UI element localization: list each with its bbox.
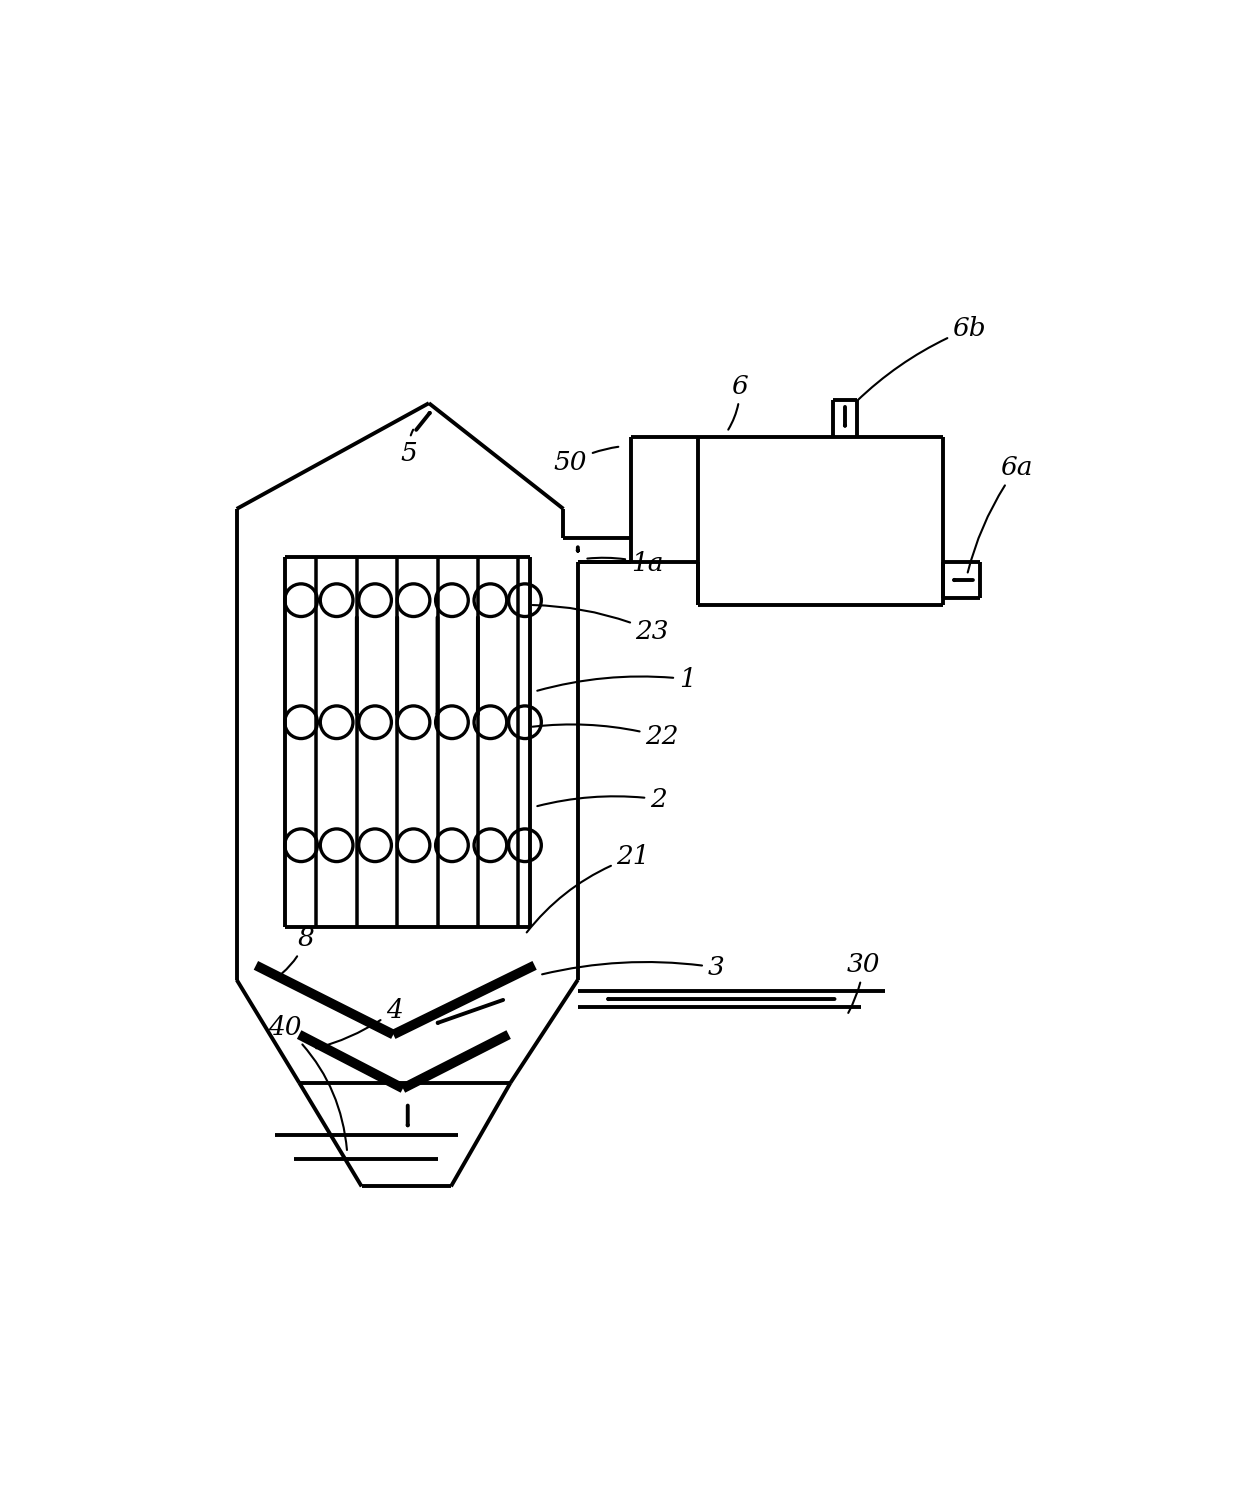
Text: 6b: 6b <box>857 316 986 401</box>
Text: 23: 23 <box>532 605 670 644</box>
Text: 1a: 1a <box>588 552 663 576</box>
Text: 6a: 6a <box>967 455 1033 573</box>
Text: 30: 30 <box>847 953 880 1013</box>
Text: 2: 2 <box>537 786 667 812</box>
Text: 5: 5 <box>401 429 417 466</box>
Text: 22: 22 <box>532 724 678 750</box>
Text: 50: 50 <box>554 446 619 475</box>
Text: 6: 6 <box>728 373 749 429</box>
Text: 3: 3 <box>542 956 724 980</box>
Text: 40: 40 <box>268 1015 347 1151</box>
Text: 8: 8 <box>281 927 314 974</box>
Text: 1: 1 <box>537 667 696 691</box>
Text: 4: 4 <box>316 998 403 1048</box>
Text: 21: 21 <box>527 845 650 933</box>
